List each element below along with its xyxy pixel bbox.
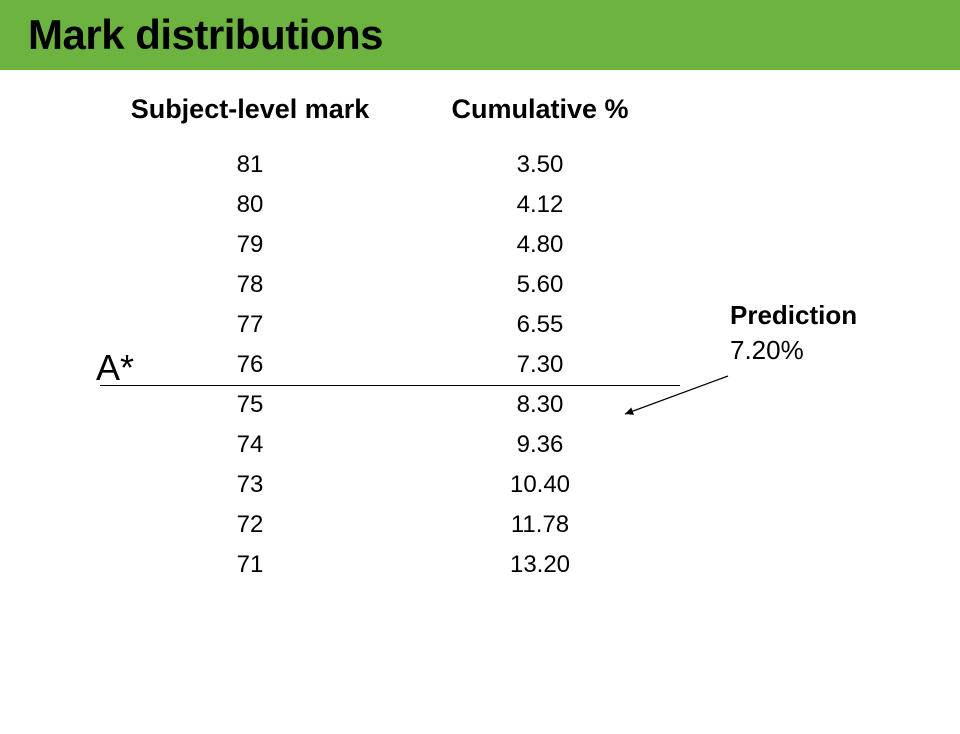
cell-cumulative: 13.20 (400, 551, 680, 579)
header-subject-level-mark: Subject-level mark (100, 94, 400, 125)
cell-mark: 75 (100, 391, 400, 419)
prediction-label: Prediction (730, 300, 857, 331)
table-row: 804.12 (100, 185, 680, 225)
page-title: Mark distributions (28, 11, 383, 59)
cell-mark: 74 (100, 431, 400, 459)
cell-mark: 79 (100, 231, 400, 259)
content-area: Subject-level mark Cumulative % 813.5080… (0, 70, 960, 94)
cell-cumulative: 11.78 (400, 511, 680, 539)
cell-cumulative: 6.55 (400, 311, 680, 339)
cell-cumulative: 4.12 (400, 191, 680, 219)
prediction-callout: Prediction 7.20% (730, 300, 857, 366)
table-row: 767.30 (100, 345, 680, 385)
cell-cumulative: 4.80 (400, 231, 680, 259)
cell-mark: 80 (100, 191, 400, 219)
cell-cumulative: 3.50 (400, 151, 680, 179)
table-row: 7310.40 (100, 465, 680, 505)
table-rows: 813.50804.12794.80785.60776.55767.30758.… (100, 145, 680, 585)
cell-mark: 73 (100, 471, 400, 499)
grade-boundary-label: A* (96, 347, 134, 389)
table-row: 785.60 (100, 265, 680, 305)
table-row: 7113.20 (100, 545, 680, 585)
table-row: 749.36 (100, 425, 680, 465)
cell-cumulative: 10.40 (400, 471, 680, 499)
column-headers: Subject-level mark Cumulative % (100, 94, 680, 125)
grade-boundary-line (100, 385, 680, 386)
mark-distribution-table: Subject-level mark Cumulative % 813.5080… (100, 94, 680, 585)
table-row: 7211.78 (100, 505, 680, 545)
header-cumulative-pct: Cumulative % (400, 94, 680, 125)
table-row: 758.30 (100, 385, 680, 425)
cell-mark: 71 (100, 551, 400, 579)
table-row: 813.50 (100, 145, 680, 185)
table-row: 776.55 (100, 305, 680, 345)
cell-mark: 78 (100, 271, 400, 299)
cell-mark: 77 (100, 311, 400, 339)
cell-mark: 76 (100, 351, 400, 379)
cell-mark: 81 (100, 151, 400, 179)
cell-cumulative: 9.36 (400, 431, 680, 459)
cell-cumulative: 5.60 (400, 271, 680, 299)
table-row: 794.80 (100, 225, 680, 265)
cell-mark: 72 (100, 511, 400, 539)
title-banner: Mark distributions (0, 0, 960, 70)
cell-cumulative: 8.30 (400, 391, 680, 419)
cell-cumulative: 7.30 (400, 351, 680, 379)
prediction-value: 7.20% (730, 335, 857, 366)
